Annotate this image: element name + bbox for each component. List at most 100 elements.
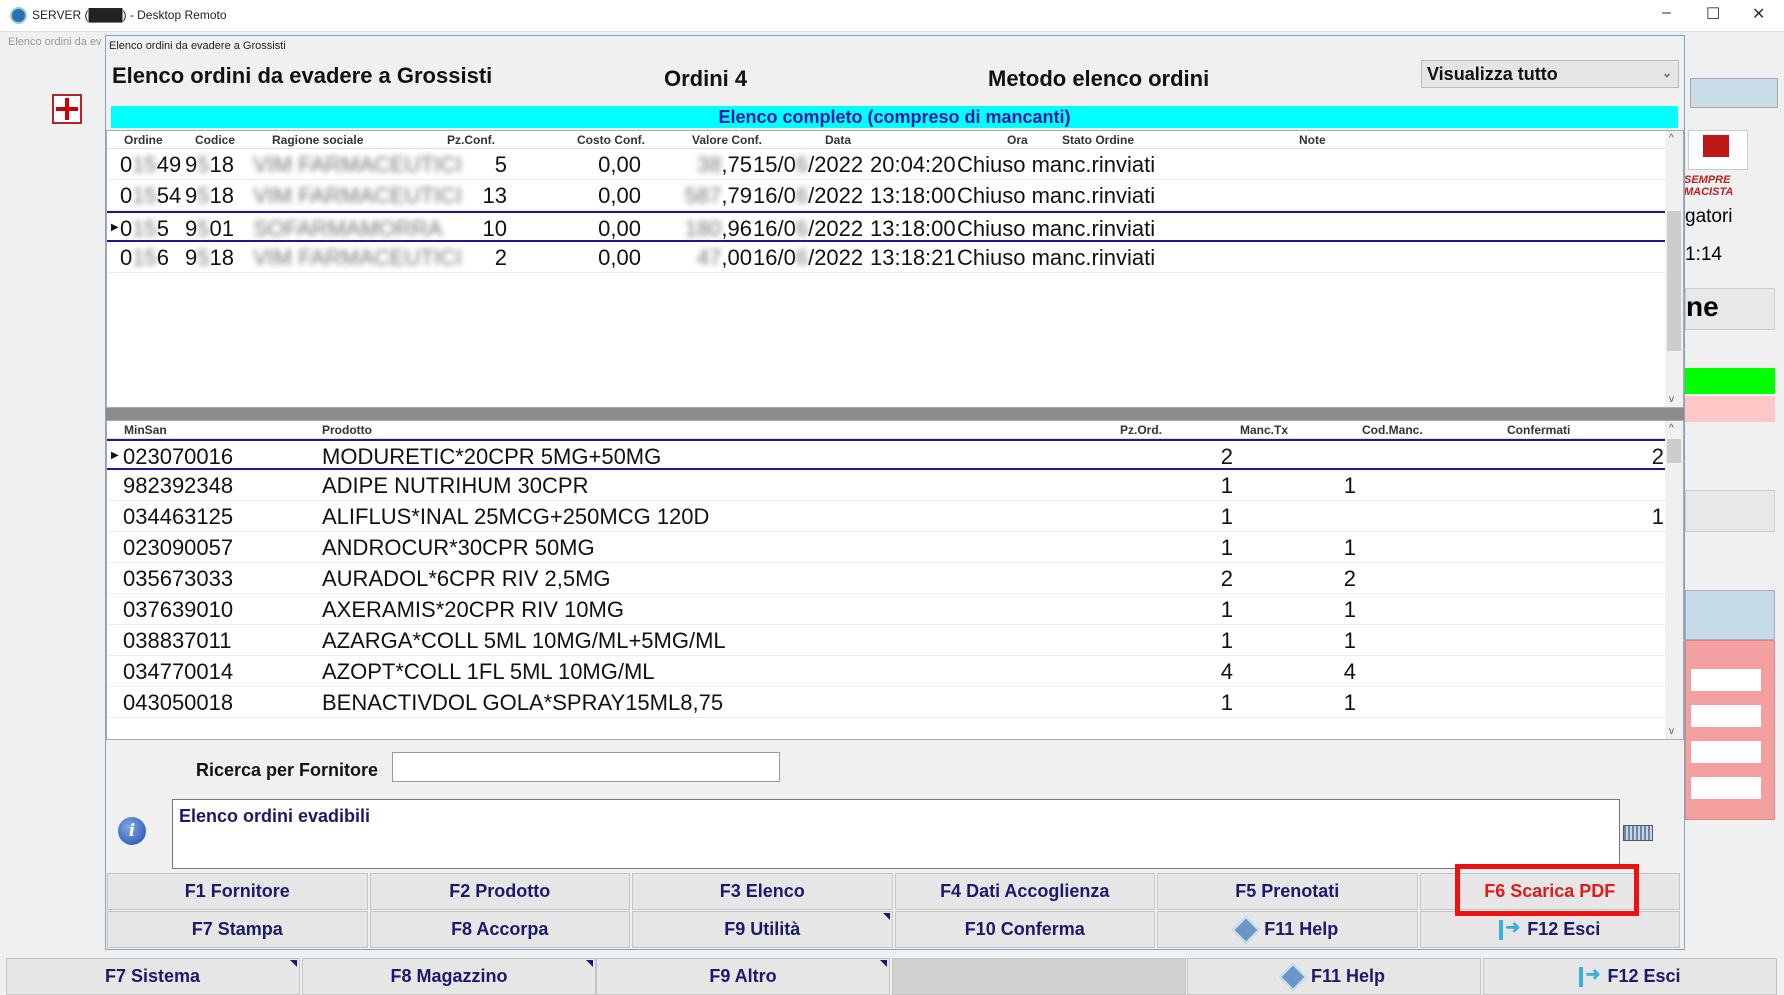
bottom-button-f7-sistema[interactable]: F7 Sistema bbox=[6, 958, 300, 995]
button-f3-elenco[interactable]: F3 Elenco bbox=[632, 873, 893, 910]
scroll-up-icon[interactable]: ^ bbox=[1669, 423, 1674, 434]
table-row[interactable]: 035673033 AURADOL*6CPR RIV 2,5MG 2 2 bbox=[107, 563, 1665, 594]
button-f1-fornitore[interactable]: F1 Fornitore bbox=[107, 873, 368, 910]
blurred-text: 15 bbox=[132, 245, 157, 270]
button-label: F9 Altro bbox=[709, 966, 777, 986]
column-header[interactable]: Valore Conf. bbox=[692, 133, 763, 147]
table-row[interactable]: 043050018 BENACTIVDOL GOLA*SPRAY15ML8,75 1… bbox=[107, 687, 1665, 718]
orders-grid[interactable]: Ordine Codice Ragione sociale Pz.Conf. Costo… bbox=[106, 130, 1684, 408]
method-select[interactable]: Visualizza tutto ⌄ bbox=[1421, 60, 1679, 88]
text-part: ,96 bbox=[721, 216, 752, 241]
column-header[interactable]: Ora bbox=[1007, 133, 1028, 147]
text-part: 15/0 bbox=[753, 152, 796, 177]
text-part: /2022 bbox=[808, 216, 864, 241]
list-banner: Elenco completo (compreso di mancanti) bbox=[111, 106, 1678, 128]
button-f11-help[interactable]: F11 Help bbox=[1157, 911, 1418, 948]
column-header[interactable]: Cod.Manc. bbox=[1362, 423, 1423, 437]
scroll-thumb[interactable] bbox=[1667, 211, 1681, 351]
background-tab[interactable]: Elenco ordini da ev bbox=[8, 36, 102, 48]
products-grid[interactable]: MinSan Prodotto Pz.Ord. Manc.Tx Cod.Manc. Con… bbox=[106, 420, 1684, 740]
column-header[interactable]: Pz.Conf. bbox=[447, 133, 495, 147]
table-row[interactable]: ▶ 023070016 MODURETIC*20CPR 5MG+50MG 2 2 bbox=[107, 439, 1665, 470]
text-part: 18 bbox=[209, 245, 234, 270]
text-part: 0 bbox=[120, 216, 133, 241]
cell-prodotto: AZOPT*COLL 1FL 5ML 10MG/ML bbox=[322, 659, 655, 684]
column-header[interactable]: Confermati bbox=[1507, 423, 1571, 437]
scroll-down-icon[interactable]: v bbox=[1669, 394, 1674, 405]
bg-button[interactable] bbox=[1685, 490, 1775, 532]
minimize-button[interactable]: – bbox=[1662, 4, 1671, 21]
button-label: F4 Dati Accoglienza bbox=[940, 881, 1110, 901]
remote-desktop-icon bbox=[10, 7, 27, 24]
table-row[interactable]: 037639010 AXERAMIS*20CPR RIV 10MG 1 1 bbox=[107, 594, 1665, 625]
products-scrollbar[interactable]: ^ v bbox=[1665, 421, 1683, 739]
column-header[interactable]: Prodotto bbox=[322, 423, 372, 437]
button-f5-prenotati[interactable]: F5 Prenotati bbox=[1157, 873, 1418, 910]
button-label: F7 Stampa bbox=[191, 919, 283, 939]
table-row[interactable]: 034463125 ALIFLUS*INAL 25MCG+250MCG 120D 1… bbox=[107, 501, 1665, 532]
keyboard-icon[interactable] bbox=[1623, 825, 1653, 841]
column-header[interactable]: Manc.Tx bbox=[1240, 423, 1289, 437]
cell-minsan: 043050018 bbox=[123, 690, 234, 715]
column-header[interactable]: Data bbox=[825, 133, 852, 147]
table-row[interactable]: 982392348 ADIPE NUTRIHUM 30CPR 1 1 bbox=[107, 470, 1665, 501]
cell-prodotto: ADIPE NUTRIHUM 30CPR bbox=[322, 473, 589, 498]
column-header[interactable]: Stato Ordine bbox=[1062, 133, 1135, 147]
scroll-down-icon[interactable]: v bbox=[1669, 726, 1674, 737]
maximize-button[interactable]: ☐ bbox=[1706, 6, 1721, 23]
bg-panel bbox=[1685, 590, 1775, 640]
column-header[interactable]: Ordine bbox=[124, 133, 163, 147]
text-part: 6 bbox=[156, 245, 169, 270]
table-row[interactable]: 01554 9518 VIM FARMACEUTICI 13 0,00 587,79 16/… bbox=[107, 180, 1665, 211]
button-label: F2 Prodotto bbox=[449, 881, 551, 901]
cell-prodotto: ALIFLUS*INAL 25MCG+250MCG 120D bbox=[322, 504, 710, 529]
button-f10-conferma[interactable]: F10 Conferma bbox=[894, 911, 1155, 948]
scroll-up-icon[interactable]: ^ bbox=[1669, 133, 1674, 144]
column-header[interactable]: Note bbox=[1299, 133, 1326, 147]
button-f9-utilit-[interactable]: F9 Utilità bbox=[632, 911, 893, 948]
close-button[interactable]: ✕ bbox=[1752, 6, 1766, 23]
blurred-text: 15 bbox=[132, 183, 157, 208]
table-row[interactable]: 038837011 AZARGA*COLL 5ML 10MG/ML+5MG/ML 1… bbox=[107, 625, 1665, 656]
text-part: 0 bbox=[120, 183, 133, 208]
text-part: 0 bbox=[120, 152, 133, 177]
cell-valore: 587,79 bbox=[667, 183, 752, 209]
cell-ragione-sociale: VIM FARMACEUTICI bbox=[253, 152, 463, 177]
button-f12-esci[interactable]: F12 Esci bbox=[1419, 911, 1680, 948]
cell-minsan: 034463125 bbox=[123, 504, 234, 529]
bottom-button-f12-esci[interactable]: F12 Esci bbox=[1483, 958, 1777, 995]
column-header[interactable]: Ragione sociale bbox=[272, 133, 364, 147]
cell-data: 16/06/2022 bbox=[753, 183, 863, 209]
scroll-thumb[interactable] bbox=[1667, 439, 1681, 463]
bottom-button-f11-help[interactable]: F11 Help bbox=[1187, 958, 1481, 995]
column-header[interactable]: MinSan bbox=[124, 423, 167, 437]
bottom-button-f8-magazzino[interactable]: F8 Magazzino bbox=[302, 958, 596, 995]
button-f4-dati-accoglienza[interactable]: F4 Dati Accoglienza bbox=[894, 873, 1155, 910]
table-row[interactable]: 0156 9518 VIM FARMACEUTICI 2 0,00 47,00 16/06/… bbox=[107, 242, 1665, 273]
bg-button[interactable]: ne bbox=[1685, 288, 1775, 330]
supplier-search-input[interactable] bbox=[392, 752, 780, 782]
table-row[interactable]: ▶ 0155 9501 SOFARMAMORRA 10 0,00 180,96 16/06/2… bbox=[107, 211, 1665, 242]
text-part: /2022 bbox=[808, 183, 864, 208]
button-f7-stampa[interactable]: F7 Stampa bbox=[107, 911, 368, 948]
column-header[interactable]: Costo Conf. bbox=[577, 133, 645, 147]
column-header[interactable]: Codice bbox=[195, 133, 236, 147]
blurred-text: 5 bbox=[197, 216, 210, 241]
table-row[interactable]: 023090057 ANDROCUR*30CPR 50MG 1 1 bbox=[107, 532, 1665, 563]
text-part: 9 bbox=[185, 183, 198, 208]
button-label: F9 Utilità bbox=[724, 919, 801, 939]
button-label: F8 Magazzino bbox=[390, 966, 508, 986]
button-label: F11 Help bbox=[1310, 966, 1386, 986]
orders-scrollbar[interactable]: ^ v bbox=[1665, 131, 1683, 407]
column-header[interactable]: Pz.Ord. bbox=[1120, 423, 1163, 437]
grid-splitter[interactable] bbox=[106, 408, 1684, 420]
table-row[interactable]: 01549 9518 VIM FARMACEUTICI 5 0,00 38,75 15/06… bbox=[107, 149, 1665, 180]
cell-data: 16/06/2022 bbox=[753, 216, 863, 242]
button-f2-prodotto[interactable]: F2 Prodotto bbox=[369, 873, 630, 910]
blurred-text: 15 bbox=[132, 216, 157, 241]
table-row[interactable]: 034770014 AZOPT*COLL 1FL 5ML 10MG/ML 4 4 bbox=[107, 656, 1665, 687]
cell-ordine: 01549 bbox=[120, 152, 181, 178]
button-f8-accorpa[interactable]: F8 Accorpa bbox=[369, 911, 630, 948]
bottom-button-f9-altro[interactable]: F9 Altro bbox=[596, 958, 890, 995]
button-label: F7 Sistema bbox=[105, 966, 201, 986]
